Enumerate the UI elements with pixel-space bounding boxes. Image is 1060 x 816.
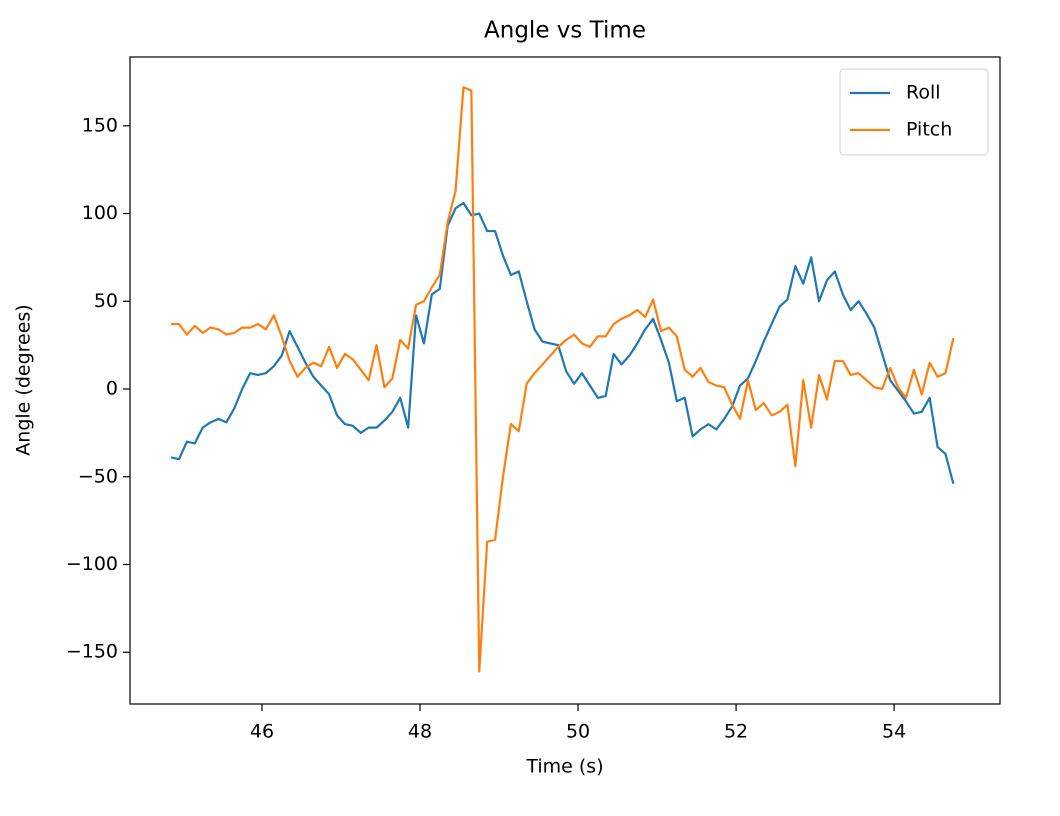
y-tick-label: 100 bbox=[82, 202, 118, 224]
x-tick-label: 46 bbox=[250, 721, 274, 743]
legend-label: Pitch bbox=[906, 119, 952, 141]
y-tick-label: −50 bbox=[78, 465, 118, 487]
y-tick-label: 0 bbox=[106, 378, 118, 400]
x-tick-label: 52 bbox=[724, 721, 748, 743]
y-tick-label: 150 bbox=[82, 114, 118, 136]
x-tick-label: 54 bbox=[882, 721, 906, 743]
legend-label: Roll bbox=[906, 82, 941, 104]
line-series bbox=[170, 201, 955, 485]
line-series bbox=[171, 86, 955, 673]
x-tick-label: 50 bbox=[566, 721, 590, 743]
x-axis-label: Time (s) bbox=[525, 756, 603, 778]
plot-frame bbox=[129, 56, 1001, 705]
legend-box bbox=[839, 68, 989, 156]
x-tick-label: 48 bbox=[408, 721, 432, 743]
y-tick-label: −100 bbox=[66, 553, 118, 575]
y-axis-label: Angle (degrees) bbox=[13, 304, 35, 455]
y-tick-label: 50 bbox=[94, 290, 118, 312]
y-tick-label: −150 bbox=[66, 641, 118, 663]
chart-title: Angle vs Time bbox=[484, 18, 646, 44]
